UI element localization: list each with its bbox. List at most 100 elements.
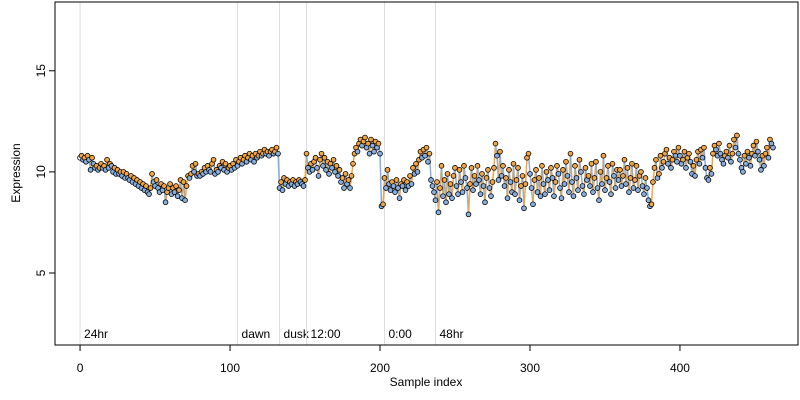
point — [314, 165, 320, 171]
point — [423, 144, 430, 151]
point — [371, 148, 377, 155]
point — [390, 183, 397, 189]
point — [330, 156, 337, 163]
point — [519, 173, 526, 179]
point — [674, 158, 680, 165]
point — [458, 179, 464, 185]
point — [161, 183, 167, 189]
point — [317, 156, 323, 163]
point — [428, 177, 434, 183]
point — [642, 175, 649, 181]
point — [473, 181, 479, 187]
point — [606, 179, 613, 185]
point — [408, 181, 415, 187]
point — [147, 185, 154, 191]
point — [491, 165, 497, 171]
point — [399, 183, 406, 189]
point — [743, 160, 749, 167]
line-segment — [437, 188, 441, 213]
point — [402, 187, 409, 193]
point — [396, 195, 403, 201]
point — [446, 191, 452, 197]
point — [377, 150, 383, 157]
point — [552, 179, 559, 185]
point — [434, 179, 440, 185]
line-segment — [523, 183, 527, 209]
point — [560, 167, 566, 173]
point — [603, 175, 610, 181]
point — [393, 177, 400, 183]
point — [182, 197, 188, 203]
point — [729, 150, 736, 157]
point — [320, 163, 326, 169]
point — [611, 173, 617, 179]
point — [486, 185, 493, 191]
point — [732, 144, 739, 151]
point — [210, 156, 217, 163]
point — [663, 146, 670, 153]
point — [713, 146, 719, 153]
point — [410, 165, 416, 171]
point — [504, 195, 511, 201]
point — [633, 163, 640, 169]
x-tick-label: 400 — [670, 361, 690, 375]
point — [645, 197, 652, 203]
point — [683, 165, 689, 171]
point — [465, 211, 472, 218]
point — [608, 191, 614, 197]
point — [578, 169, 584, 175]
point — [456, 167, 463, 173]
y-tick-label: 15 — [34, 64, 48, 78]
point — [438, 163, 445, 169]
point — [708, 171, 715, 177]
point — [594, 185, 601, 191]
line-segment — [595, 161, 599, 189]
point — [500, 163, 506, 169]
point — [557, 185, 563, 191]
point — [384, 167, 391, 173]
point — [315, 173, 322, 179]
point — [537, 193, 544, 199]
point — [581, 191, 587, 197]
point — [657, 152, 664, 159]
point — [672, 152, 679, 159]
point — [546, 187, 553, 193]
point — [605, 163, 611, 169]
line-segment — [598, 171, 602, 201]
point — [350, 160, 356, 167]
point — [87, 167, 94, 173]
point — [347, 185, 353, 191]
point — [627, 175, 634, 181]
point — [593, 158, 599, 165]
line-segment — [484, 177, 488, 203]
point — [521, 205, 527, 212]
point — [735, 150, 742, 157]
line-segment — [631, 163, 635, 189]
point — [215, 169, 221, 175]
point — [551, 193, 557, 199]
point — [515, 165, 521, 171]
point — [302, 177, 308, 183]
point — [734, 132, 740, 139]
point — [482, 199, 488, 206]
point — [447, 181, 454, 187]
point — [369, 142, 376, 149]
point — [744, 148, 751, 155]
point — [146, 191, 152, 197]
point — [596, 197, 602, 203]
point — [453, 183, 460, 189]
marker-label: 24hr — [84, 327, 108, 341]
point — [741, 152, 748, 159]
line-segment — [382, 177, 386, 205]
point — [692, 173, 698, 179]
marker-label: 48hr — [439, 327, 463, 341]
point — [323, 167, 329, 173]
y-axis-label: Expression — [9, 143, 23, 202]
point — [498, 173, 505, 179]
point — [191, 169, 197, 175]
point — [650, 179, 656, 185]
x-tick-label: 300 — [520, 361, 540, 375]
point — [488, 193, 494, 199]
point — [668, 165, 674, 171]
point — [251, 158, 257, 165]
